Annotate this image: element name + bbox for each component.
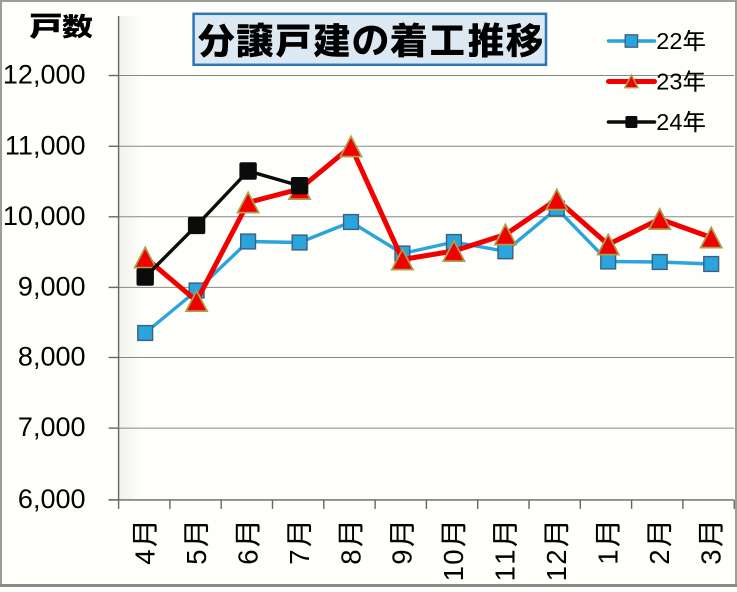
svg-text:10,000: 10,000 xyxy=(3,201,86,231)
svg-text:6: 6 xyxy=(232,549,263,564)
svg-text:1: 1 xyxy=(438,566,469,581)
svg-text:1: 1 xyxy=(490,566,521,581)
svg-text:9,000: 9,000 xyxy=(18,271,86,301)
svg-text:4: 4 xyxy=(130,549,161,564)
svg-text:6,000: 6,000 xyxy=(18,484,86,514)
svg-text:7,000: 7,000 xyxy=(18,412,86,442)
svg-text:0: 0 xyxy=(438,549,469,564)
svg-text:5: 5 xyxy=(181,549,212,564)
svg-text:2: 2 xyxy=(644,549,675,564)
svg-text:9: 9 xyxy=(387,549,418,564)
svg-text:3: 3 xyxy=(696,549,727,564)
svg-text:8: 8 xyxy=(335,549,366,564)
svg-text:1: 1 xyxy=(593,549,624,564)
svg-text:24: 24 xyxy=(656,109,682,135)
svg-text:2: 2 xyxy=(541,549,572,564)
svg-text:11,000: 11,000 xyxy=(5,130,86,160)
svg-text:23: 23 xyxy=(656,69,682,95)
svg-text:1: 1 xyxy=(541,566,572,581)
svg-text:7: 7 xyxy=(284,549,315,564)
svg-text:22: 22 xyxy=(656,28,682,54)
svg-text:8,000: 8,000 xyxy=(18,342,86,372)
svg-text:1: 1 xyxy=(490,549,521,564)
svg-text:12,000: 12,000 xyxy=(3,60,86,90)
